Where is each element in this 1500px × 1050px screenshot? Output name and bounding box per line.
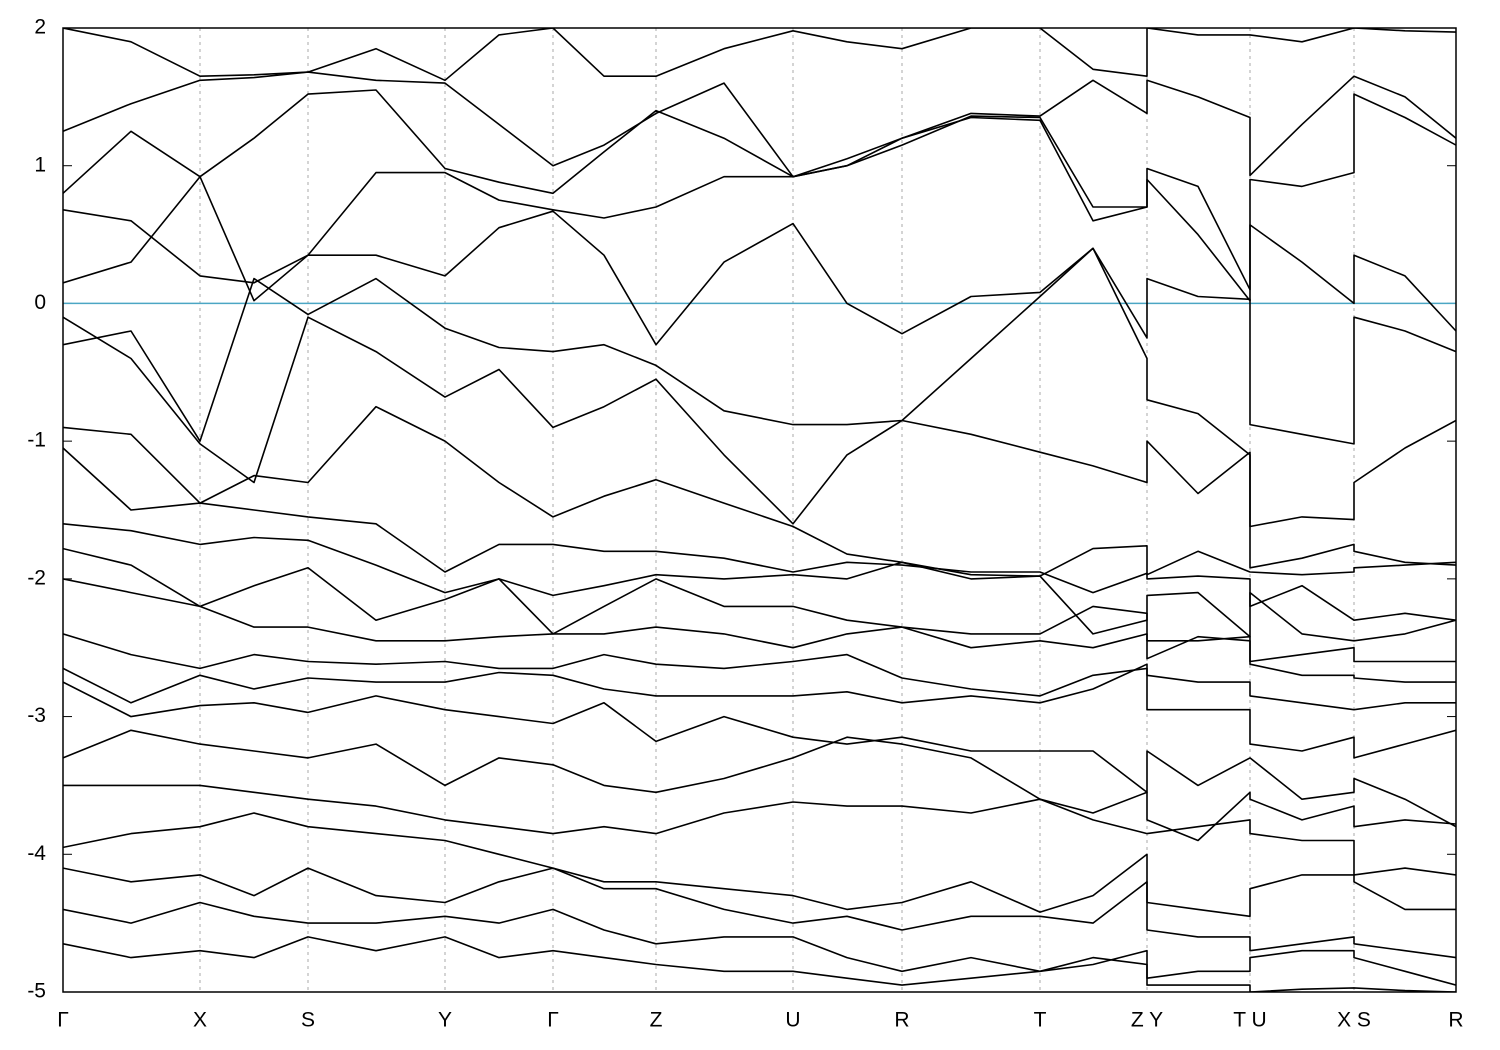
bands: [63, 28, 1456, 992]
x-tick-label: Z: [650, 1009, 663, 1032]
band-line: [63, 405, 1456, 577]
band-line: [63, 523, 1456, 642]
x-tick-label: T U: [1233, 1009, 1266, 1032]
band-line: [63, 316, 1456, 569]
band-line: [63, 784, 1456, 876]
labels: -5 -4 -3 -2 -1 0 1 2 Γ X S Y Γ Z U R T Z Y T U X S R: [27, 16, 1463, 1032]
band-line: [63, 247, 1456, 528]
x-tick-label: Γ: [57, 1009, 69, 1032]
x-tick-label: R: [894, 1009, 909, 1032]
x-tick-label: X: [193, 1009, 207, 1032]
y-tick-label: 0: [34, 291, 46, 314]
band-line: [63, 71, 1456, 178]
plot-frame: [62, 27, 1457, 993]
y-tick-label: -1: [27, 429, 46, 452]
y-tick-label: -4: [27, 842, 46, 865]
band-line: [63, 729, 1456, 842]
y-tick-label: -2: [27, 566, 46, 589]
x-tick-label: U: [785, 1009, 800, 1032]
y-tick-label: -3: [27, 704, 46, 727]
band-line: [63, 175, 1456, 445]
band-line: [63, 663, 1456, 759]
x-tick-label: Y: [438, 1009, 452, 1032]
y-tick-label: 1: [34, 153, 46, 176]
band-line: [63, 812, 1456, 918]
y-tick-label: -5: [27, 980, 46, 1003]
x-tick-label: T: [1034, 1009, 1047, 1032]
band-line: [63, 901, 1456, 986]
band-line: [63, 867, 1456, 959]
band-line: [63, 547, 1456, 663]
band-line: [63, 89, 1456, 291]
band-line: [63, 936, 1456, 992]
y-tick-label: 2: [34, 16, 46, 39]
grid: [62, 27, 1457, 993]
band-line: [63, 447, 1456, 621]
x-tick-label: Z Y: [1131, 1009, 1163, 1032]
band-line: [63, 681, 1456, 828]
x-tick-label: X S: [1337, 1009, 1371, 1032]
band-line: [63, 578, 1456, 683]
x-tick-label: Γ: [547, 1009, 559, 1032]
band-line: [63, 633, 1456, 711]
x-tick-label: R: [1448, 1009, 1463, 1032]
x-tick-label: S: [301, 1009, 315, 1032]
band-line: [63, 28, 1456, 82]
band-line: [63, 116, 1456, 332]
